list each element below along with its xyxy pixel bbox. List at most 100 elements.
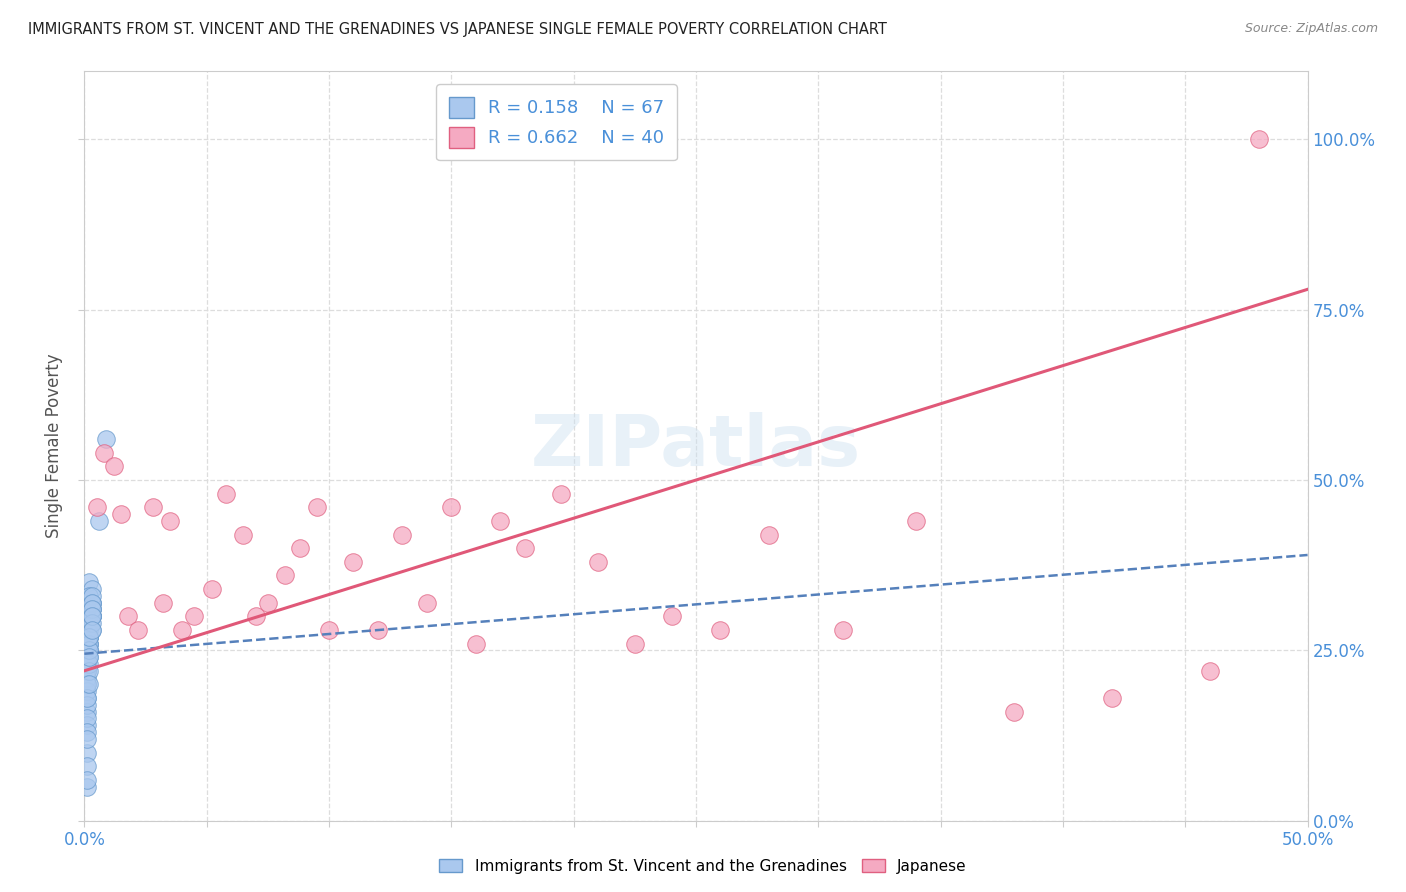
- Point: [305, 500, 328, 515]
- Point: [550, 486, 572, 500]
- Point: [77, 650, 100, 665]
- Point: [80, 589, 103, 603]
- Point: [1002, 705, 1025, 719]
- Point: [758, 527, 780, 541]
- Point: [77, 630, 100, 644]
- Point: [80, 609, 103, 624]
- Point: [80, 609, 103, 624]
- Point: [1247, 132, 1270, 146]
- Point: [77, 630, 100, 644]
- Point: [76, 691, 98, 706]
- Text: IMMIGRANTS FROM ST. VINCENT AND THE GRENADINES VS JAPANESE SINGLE FEMALE POVERTY: IMMIGRANTS FROM ST. VINCENT AND THE GREN…: [28, 22, 887, 37]
- Point: [86, 500, 108, 515]
- Point: [513, 541, 536, 556]
- Point: [661, 609, 683, 624]
- Point: [200, 582, 222, 596]
- Point: [80, 596, 103, 610]
- Point: [96, 432, 118, 446]
- Point: [76, 746, 98, 760]
- Point: [76, 657, 98, 671]
- Point: [77, 616, 100, 631]
- Point: [77, 616, 100, 631]
- Point: [76, 657, 98, 671]
- Point: [77, 630, 100, 644]
- Point: [80, 609, 103, 624]
- Text: Source: ZipAtlas.com: Source: ZipAtlas.com: [1244, 22, 1378, 36]
- Point: [76, 609, 98, 624]
- Point: [76, 718, 98, 732]
- Point: [76, 684, 98, 698]
- Point: [80, 582, 103, 596]
- Point: [80, 602, 103, 616]
- Point: [215, 486, 238, 500]
- Point: [77, 650, 100, 665]
- Point: [77, 643, 100, 657]
- Point: [80, 616, 103, 631]
- Point: [77, 643, 100, 657]
- Point: [76, 623, 98, 637]
- Point: [76, 691, 98, 706]
- Point: [77, 616, 100, 631]
- Point: [76, 725, 98, 739]
- Point: [288, 541, 311, 556]
- Point: [416, 596, 439, 610]
- Point: [77, 664, 100, 678]
- Point: [367, 623, 389, 637]
- Point: [77, 636, 100, 650]
- Point: [318, 623, 340, 637]
- Point: [76, 677, 98, 691]
- Point: [257, 596, 280, 610]
- Point: [77, 677, 100, 691]
- Point: [77, 623, 100, 637]
- Point: [80, 623, 103, 637]
- Point: [489, 514, 512, 528]
- Point: [80, 602, 103, 616]
- Point: [80, 602, 103, 616]
- Point: [76, 759, 98, 773]
- Point: [80, 596, 103, 610]
- Point: [1101, 691, 1123, 706]
- Point: [709, 623, 731, 637]
- Point: [172, 623, 194, 637]
- Point: [77, 575, 100, 590]
- Point: [76, 602, 98, 616]
- Point: [87, 514, 110, 528]
- Point: [76, 711, 98, 725]
- Point: [1198, 664, 1220, 678]
- Point: [905, 514, 928, 528]
- Point: [77, 636, 100, 650]
- Point: [77, 643, 100, 657]
- Point: [77, 630, 100, 644]
- Point: [624, 636, 647, 650]
- Legend: R = 0.158    N = 67, R = 0.662    N = 40: R = 0.158 N = 67, R = 0.662 N = 40: [436, 84, 678, 161]
- Point: [127, 623, 149, 637]
- Text: ZIPatlas: ZIPatlas: [531, 411, 860, 481]
- Point: [77, 623, 100, 637]
- Point: [76, 772, 98, 787]
- Y-axis label: Single Female Poverty: Single Female Poverty: [45, 354, 63, 538]
- Point: [103, 459, 125, 474]
- Point: [391, 527, 413, 541]
- Point: [76, 664, 98, 678]
- Point: [274, 568, 297, 582]
- Point: [76, 698, 98, 712]
- Point: [232, 527, 254, 541]
- Point: [245, 609, 267, 624]
- Point: [342, 555, 364, 569]
- Point: [77, 657, 100, 671]
- Point: [93, 446, 115, 460]
- Legend: Immigrants from St. Vincent and the Grenadines, Japanese: Immigrants from St. Vincent and the Gren…: [433, 853, 973, 880]
- Point: [80, 623, 103, 637]
- Point: [77, 589, 100, 603]
- Point: [159, 514, 181, 528]
- Point: [77, 630, 100, 644]
- Point: [586, 555, 609, 569]
- Point: [464, 636, 486, 650]
- Point: [152, 596, 174, 610]
- Point: [183, 609, 205, 624]
- Point: [77, 623, 100, 637]
- Point: [117, 609, 139, 624]
- Point: [80, 609, 103, 624]
- Point: [76, 650, 98, 665]
- Point: [76, 731, 98, 746]
